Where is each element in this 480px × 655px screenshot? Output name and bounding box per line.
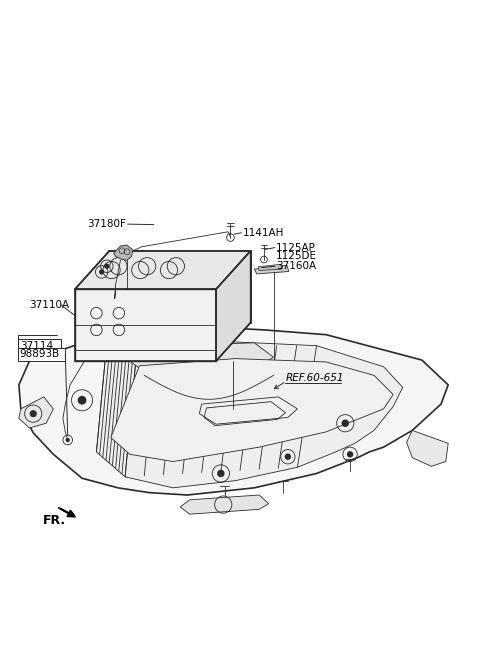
Text: 1125AP: 1125AP bbox=[276, 242, 316, 253]
Circle shape bbox=[105, 265, 109, 268]
Polygon shape bbox=[254, 265, 289, 274]
Text: 37160A: 37160A bbox=[276, 261, 316, 271]
Polygon shape bbox=[114, 245, 133, 260]
Circle shape bbox=[78, 396, 86, 404]
Circle shape bbox=[348, 452, 353, 457]
Text: REF.60-651: REF.60-651 bbox=[286, 373, 344, 383]
Text: 98893B: 98893B bbox=[20, 349, 60, 360]
Polygon shape bbox=[75, 290, 216, 361]
Polygon shape bbox=[180, 495, 269, 514]
Text: 37180F: 37180F bbox=[87, 219, 126, 229]
Polygon shape bbox=[216, 251, 251, 361]
Bar bbox=[18, 348, 65, 360]
Polygon shape bbox=[111, 358, 393, 462]
Bar bbox=[18, 339, 61, 352]
Polygon shape bbox=[19, 397, 53, 428]
Text: FR.: FR. bbox=[43, 514, 66, 527]
Text: 37110A: 37110A bbox=[29, 299, 70, 310]
Polygon shape bbox=[123, 343, 274, 368]
Polygon shape bbox=[258, 265, 282, 271]
Circle shape bbox=[30, 411, 36, 417]
Text: 37114: 37114 bbox=[20, 341, 53, 350]
Polygon shape bbox=[96, 341, 403, 488]
Polygon shape bbox=[75, 251, 251, 290]
Circle shape bbox=[100, 270, 104, 274]
Circle shape bbox=[285, 454, 290, 459]
Text: 1141AH: 1141AH bbox=[242, 228, 284, 238]
Circle shape bbox=[218, 470, 224, 476]
Polygon shape bbox=[407, 430, 448, 466]
Polygon shape bbox=[19, 328, 448, 495]
Text: 1125DE: 1125DE bbox=[276, 251, 317, 261]
Circle shape bbox=[342, 421, 348, 426]
Circle shape bbox=[66, 439, 69, 441]
